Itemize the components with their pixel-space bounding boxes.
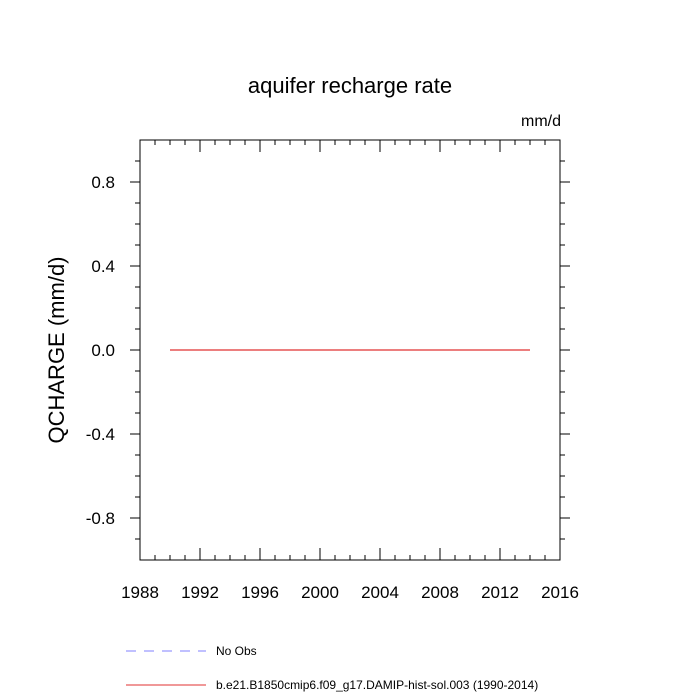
chart-title: aquifer recharge rate [248, 73, 452, 98]
legend: No Obs b.e21.B1850cmip6.f09_g17.DAMIP-his… [126, 644, 538, 692]
y-tick-label: -0.8 [86, 509, 115, 528]
x-tick-label: 1996 [241, 583, 279, 602]
x-tick-label: 2000 [301, 583, 339, 602]
y-tick-label: 0.4 [91, 257, 115, 276]
ticks-layer: 1988 1992 1996 2000 2004 2008 2012 2016 -0.8 -0.4… [86, 140, 579, 602]
y-tick-label: -0.4 [86, 425, 115, 444]
x-tick-label: 2016 [541, 583, 579, 602]
x-tick-label: 2004 [361, 583, 399, 602]
x-tick-label: 1988 [121, 583, 159, 602]
x-tick-label: 2008 [421, 583, 459, 602]
x-tick-label: 2012 [481, 583, 519, 602]
units-label: mm/d [521, 113, 561, 130]
y-tick-label: 0.8 [91, 173, 115, 192]
x-tick-label: 1992 [181, 583, 219, 602]
y-tick-label: 0.0 [91, 341, 115, 360]
legend-label-0: No Obs [216, 644, 257, 658]
y-axis-label: QCHARGE (mm/d) [44, 257, 69, 444]
legend-label-1: b.e21.B1850cmip6.f09_g17.DAMIP-hist-sol.… [216, 678, 538, 692]
